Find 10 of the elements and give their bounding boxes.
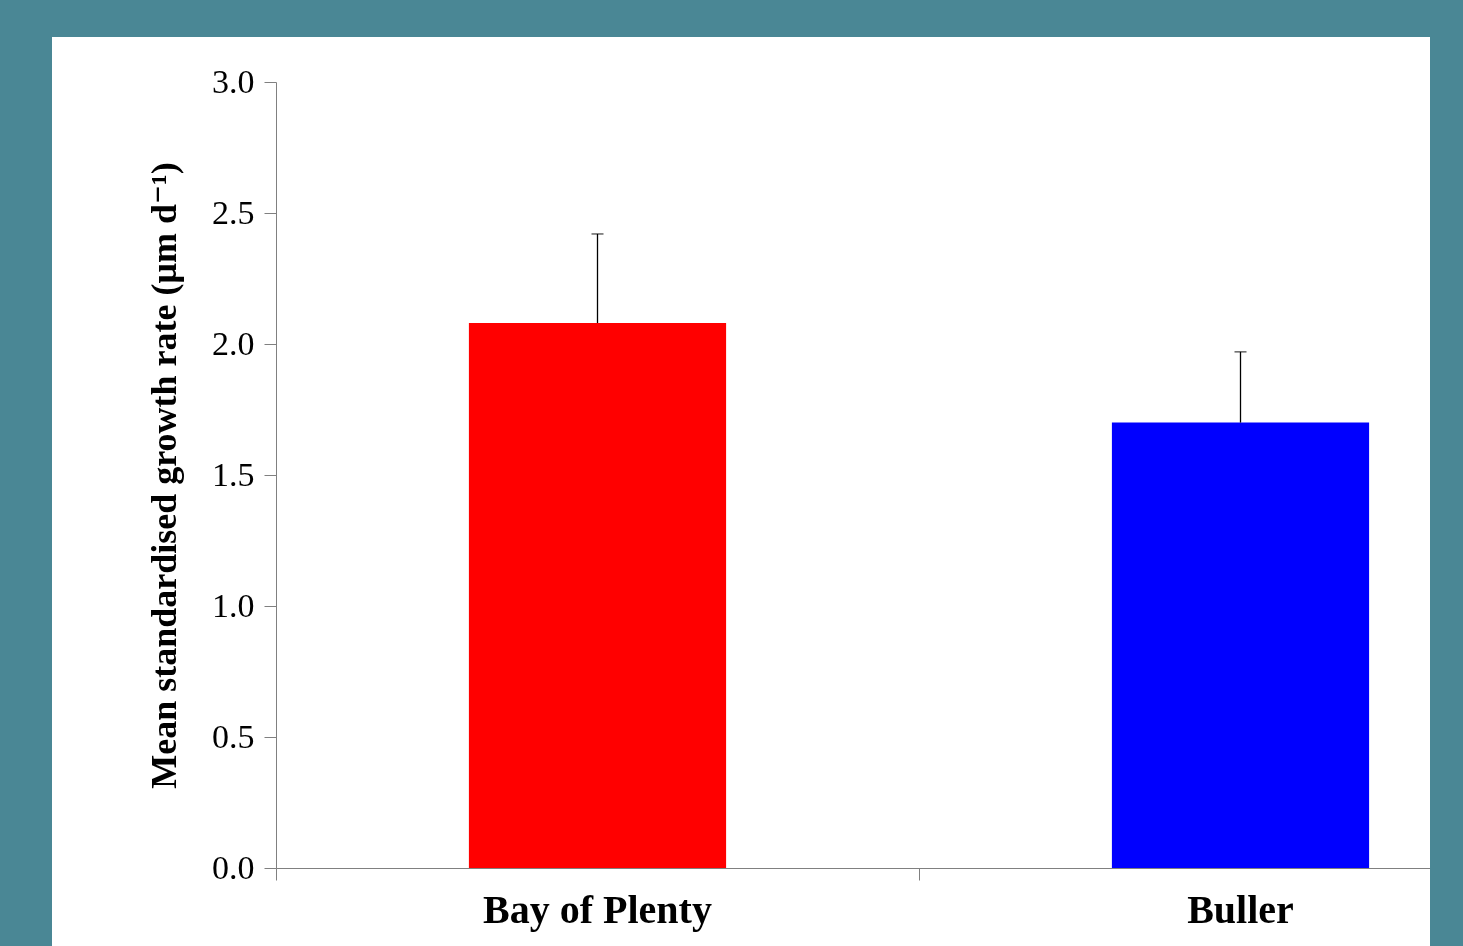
y-tick-label: 0.5 — [212, 717, 255, 755]
x-tick-label: Buller — [1187, 886, 1294, 932]
x-tick-label: Bay of Plenty — [483, 886, 712, 932]
y-tick-label: 2.0 — [212, 324, 255, 362]
y-tick-label: 2.5 — [212, 193, 255, 231]
y-axis-title: Mean standardised growth rate (μm d⁻¹) — [144, 162, 184, 789]
y-tick-label: 0.0 — [212, 848, 255, 886]
y-tick-label: 1.0 — [212, 586, 255, 624]
y-tick-label: 1.5 — [212, 455, 255, 493]
y-tick-label: 3.0 — [212, 62, 255, 100]
